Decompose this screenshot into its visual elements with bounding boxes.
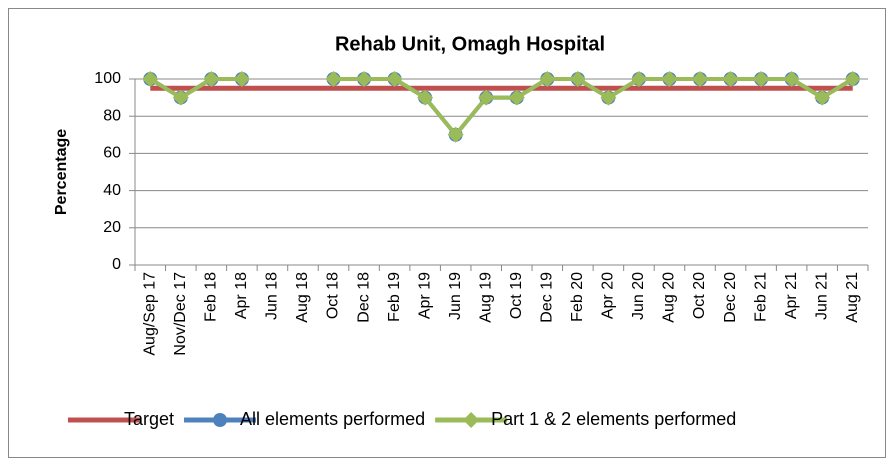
data-point	[233, 71, 250, 87]
data-point	[447, 126, 464, 143]
x-tick-label: Oct 20	[691, 272, 708, 319]
x-tick-label: Apr 20	[600, 272, 617, 319]
x-tick-label: Feb 21	[752, 272, 769, 322]
x-tick-label: Aug 21	[844, 272, 861, 323]
y-tick-label: 60	[103, 145, 121, 162]
data-point	[539, 71, 556, 87]
x-tick-label: Jun 20	[630, 272, 647, 320]
data-point	[753, 71, 770, 87]
data-point	[478, 89, 495, 106]
data-point	[783, 71, 800, 87]
data-point	[630, 71, 647, 87]
x-tick-label: Apr 19	[416, 272, 433, 319]
x-tick-label: Apr 18	[233, 272, 250, 319]
data-point	[569, 71, 586, 87]
y-tick-label: 80	[103, 107, 121, 124]
data-point	[508, 89, 525, 106]
x-tick-label: Feb 18	[203, 272, 220, 322]
x-tick-label: Oct 19	[508, 272, 525, 319]
data-point	[600, 89, 617, 106]
legend-marker	[463, 412, 480, 428]
x-tick-label: Aug 18	[294, 272, 311, 323]
legend-label: Target	[124, 409, 174, 429]
data-point	[356, 71, 373, 87]
data-point	[386, 71, 403, 87]
y-tick-label: 40	[103, 182, 121, 199]
chart-frame	[8, 8, 886, 458]
x-tick-label: Feb 20	[569, 272, 586, 322]
y-axis-label: Percentage	[53, 129, 70, 215]
data-point	[325, 71, 342, 87]
data-point	[814, 89, 831, 106]
legend-marker	[213, 413, 228, 427]
x-tick-label: Aug 19	[477, 272, 494, 323]
data-point	[142, 71, 159, 87]
x-tick-label: Jun 18	[264, 272, 281, 320]
data-point	[661, 71, 678, 87]
data-point	[172, 89, 189, 106]
x-tick-label: Oct 18	[325, 272, 342, 319]
data-point	[844, 71, 861, 87]
data-point	[417, 89, 434, 106]
y-tick-label: 20	[103, 219, 121, 236]
x-tick-label: Dec 19	[539, 272, 556, 323]
chart-title: Rehab Unit, Omagh Hospital	[335, 33, 605, 55]
x-tick-label: Apr 21	[783, 272, 800, 319]
x-tick-label: Aug/Sep 17	[141, 272, 158, 356]
y-tick-label: 0	[112, 256, 121, 273]
data-point	[722, 71, 739, 87]
data-point	[692, 71, 709, 87]
legend-label: All elements performed	[240, 409, 425, 429]
x-tick-label: Nov/Dec 17	[172, 272, 189, 356]
x-tick-label: Jun 19	[447, 272, 464, 320]
x-tick-label: Dec 20	[722, 272, 739, 323]
x-tick-label: Feb 19	[386, 272, 403, 322]
data-point	[203, 71, 220, 87]
legend-label: Part 1 & 2 elements performed	[491, 409, 736, 429]
y-tick-label: 100	[94, 70, 121, 87]
x-tick-label: Dec 18	[355, 272, 372, 323]
x-tick-label: Jun 21	[813, 272, 830, 320]
x-tick-label: Aug 20	[661, 272, 678, 323]
